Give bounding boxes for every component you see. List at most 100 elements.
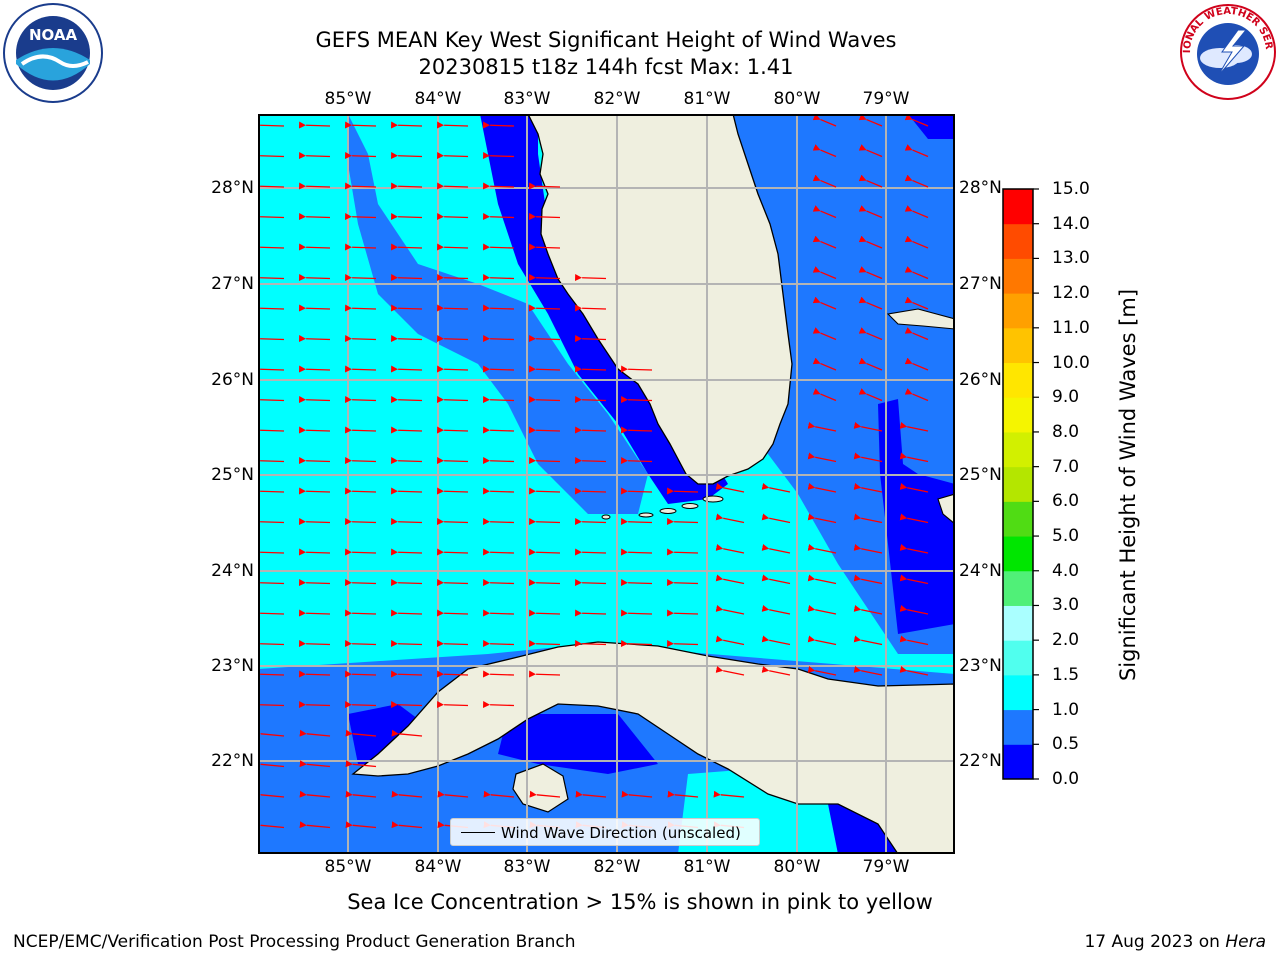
wind-wave-arrow xyxy=(482,213,515,221)
lon-tick-bottom-80w: 80°W xyxy=(773,857,821,877)
wind-wave-arrow xyxy=(391,821,423,829)
lon-tick-top-82w: 82°W xyxy=(593,89,641,109)
colorbar-segment xyxy=(1003,293,1033,329)
wind-wave-arrow xyxy=(436,274,469,282)
wind-wave-arrow xyxy=(258,790,285,798)
footer-date: 17 Aug 2023 on Hera xyxy=(1084,932,1266,952)
lon-tick-top-83w: 83°W xyxy=(503,89,551,109)
wind-wave-arrow xyxy=(298,487,331,495)
wind-wave-arrow xyxy=(436,609,469,617)
wind-wave-arrow xyxy=(620,548,653,556)
wind-wave-arrow xyxy=(436,701,469,709)
wind-wave-arrow xyxy=(436,426,469,434)
wind-wave-arrow xyxy=(715,513,745,524)
wind-wave-arrow xyxy=(345,821,377,829)
wind-wave-arrow xyxy=(345,790,377,798)
wind-wave-arrow xyxy=(390,640,423,648)
wind-wave-arrow xyxy=(258,701,285,709)
colorbar-segment xyxy=(1003,674,1033,711)
wind-wave-arrow xyxy=(761,665,791,676)
chart-title: GEFS MEAN Key West Significant Height of… xyxy=(315,28,897,52)
wind-wave-arrow xyxy=(807,543,837,554)
lat-tick-right-26n: 26°N xyxy=(959,370,1002,390)
lat-tick-right-28n: 28°N xyxy=(959,178,1002,198)
wind-wave-arrow xyxy=(344,701,377,709)
wind-wave-arrow xyxy=(575,790,607,798)
lat-tick-right-25n: 25°N xyxy=(959,465,1002,485)
noaa-logo: NOAA xyxy=(3,3,103,103)
colorbar-tick-label: 3.0 xyxy=(1052,595,1080,616)
wind-wave-arrow xyxy=(390,426,423,434)
wind-wave-arrow xyxy=(299,729,331,737)
lat-tick-left-25n: 25°N xyxy=(211,465,254,485)
wind-wave-arrow xyxy=(853,665,883,676)
colorbar-label: Significant Height of Wind Waves [m] xyxy=(1116,288,1140,682)
wind-wave-arrow xyxy=(482,365,515,373)
wind-wave-arrow xyxy=(620,579,653,587)
wind-wave-arrow xyxy=(761,543,791,554)
wind-wave-arrow xyxy=(807,513,837,524)
lon-tick-bottom-83w: 83°W xyxy=(503,857,551,877)
wind-wave-arrow xyxy=(344,274,377,282)
colorbar-segment xyxy=(1003,431,1033,468)
wind-wave-arrow xyxy=(904,205,929,219)
wind-wave-arrow xyxy=(258,426,285,434)
colorbar-tick-label: 1.0 xyxy=(1052,699,1080,720)
colorbar-segment xyxy=(1003,362,1033,398)
wind-wave-arrow xyxy=(436,670,469,678)
wind-wave-arrow xyxy=(904,144,929,158)
wind-wave-arrow xyxy=(904,327,929,341)
wind-wave-arrow xyxy=(667,790,699,798)
lon-tick-top-81w: 81°W xyxy=(683,89,731,109)
wind-wave-arrow xyxy=(258,304,285,312)
colorbar-segment xyxy=(1003,327,1033,364)
wind-wave-arrow xyxy=(482,640,515,648)
colorbar-segment xyxy=(1003,709,1033,745)
lat-tick-left-24n: 24°N xyxy=(211,561,254,581)
wind-wave-arrow xyxy=(666,518,699,526)
colorbar-segment xyxy=(1003,466,1033,502)
wind-wave-arrow xyxy=(482,335,515,343)
wind-wave-arrow xyxy=(812,296,837,310)
wind-wave-arrow xyxy=(299,821,331,829)
colorbar-tick-label: 0.5 xyxy=(1052,734,1080,755)
wind-wave-arrow xyxy=(298,457,331,465)
wind-wave-arrow xyxy=(853,452,883,463)
wind-wave-arrow xyxy=(528,243,561,251)
wind-wave-arrow xyxy=(853,604,883,615)
wind-wave-arrow xyxy=(620,609,653,617)
colorbar-segment xyxy=(1003,605,1033,641)
land-bahamas xyxy=(886,308,955,525)
wind-wave-arrow xyxy=(298,609,331,617)
ocean-field-0.0-0.5-east xyxy=(878,399,955,634)
colorbar-segment xyxy=(1003,397,1033,433)
wind-wave-arrow xyxy=(858,235,883,249)
wind-wave-arrow xyxy=(390,518,423,526)
wind-wave-arrow xyxy=(761,604,791,615)
wind-wave-arrow xyxy=(258,518,285,526)
colorbar-tick-label: 5.0 xyxy=(1052,526,1080,547)
wind-wave-arrow xyxy=(298,243,331,251)
wind-wave-arrow xyxy=(344,579,377,587)
land-florida xyxy=(527,114,793,485)
wind-wave-arrow xyxy=(807,452,837,463)
wind-wave-arrow xyxy=(391,790,423,798)
wind-wave-arrow xyxy=(666,579,699,587)
wind-wave-arrow xyxy=(904,114,929,127)
wind-wave-arrow xyxy=(298,640,331,648)
wind-wave-arrow xyxy=(899,513,929,524)
colorbar-tick-label: 7.0 xyxy=(1052,456,1080,477)
wind-wave-arrow xyxy=(437,790,469,798)
wind-wave-arrow xyxy=(620,365,653,373)
wind-wave-arrow xyxy=(298,152,331,160)
wind-wave-arrow xyxy=(807,574,837,585)
colorbar-segment xyxy=(1003,536,1033,572)
wind-wave-arrow xyxy=(904,296,929,310)
wind-wave-arrow xyxy=(528,182,561,190)
sea-ice-note: Sea Ice Concentration > 15% is shown in … xyxy=(347,890,933,914)
wind-wave-arrow xyxy=(904,388,929,402)
wind-wave-arrow xyxy=(436,396,469,404)
wind-wave-arrow xyxy=(620,640,653,648)
lat-tick-left-22n: 22°N xyxy=(211,751,254,771)
wind-wave-arrow xyxy=(298,548,331,556)
